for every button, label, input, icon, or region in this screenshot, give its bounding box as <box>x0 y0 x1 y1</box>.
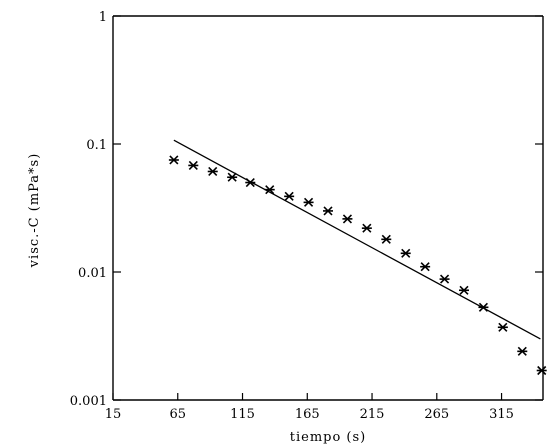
data-point <box>361 223 372 233</box>
data-point <box>536 365 547 376</box>
y-axis-title: visc.-C (mPa*s) <box>27 153 42 269</box>
y-tick-label: 0.01 <box>78 266 107 281</box>
data-point <box>227 172 238 182</box>
data-point <box>168 155 179 165</box>
x-tick-label: 315 <box>489 407 514 422</box>
x-tick-label: 115 <box>230 407 255 422</box>
x-tick-label: 65 <box>169 407 186 422</box>
data-point <box>188 160 199 171</box>
y-tick-label: 0.001 <box>70 394 107 409</box>
data-point <box>381 234 392 244</box>
data-point <box>420 262 431 272</box>
x-tick-label: 265 <box>424 407 449 422</box>
y-axis-ticks: 0.001 0.01 0.1 1 <box>70 10 543 409</box>
x-tick-label: 15 <box>105 407 122 422</box>
data-point <box>264 185 275 195</box>
plot-frame <box>112 15 544 401</box>
data-point <box>458 285 469 295</box>
data-point <box>323 206 333 216</box>
data-point <box>400 248 411 258</box>
data-point <box>284 191 295 201</box>
data-points <box>168 155 547 376</box>
data-point <box>478 302 489 312</box>
x-tick-label: 215 <box>360 407 385 422</box>
x-tick-label: 165 <box>295 407 320 422</box>
y-tick-label: 0.1 <box>86 138 107 153</box>
y-tick-label: 1 <box>99 10 107 25</box>
data-point <box>303 197 314 207</box>
x-axis-ticks: 15 65 115 165 215 265 315 <box>105 393 514 422</box>
data-point <box>245 177 256 188</box>
data-point <box>439 274 450 284</box>
data-point <box>497 322 508 332</box>
data-point <box>207 166 218 177</box>
x-axis-title: tiempo (s) <box>290 430 367 445</box>
data-point <box>517 346 528 356</box>
data-point <box>342 214 353 224</box>
